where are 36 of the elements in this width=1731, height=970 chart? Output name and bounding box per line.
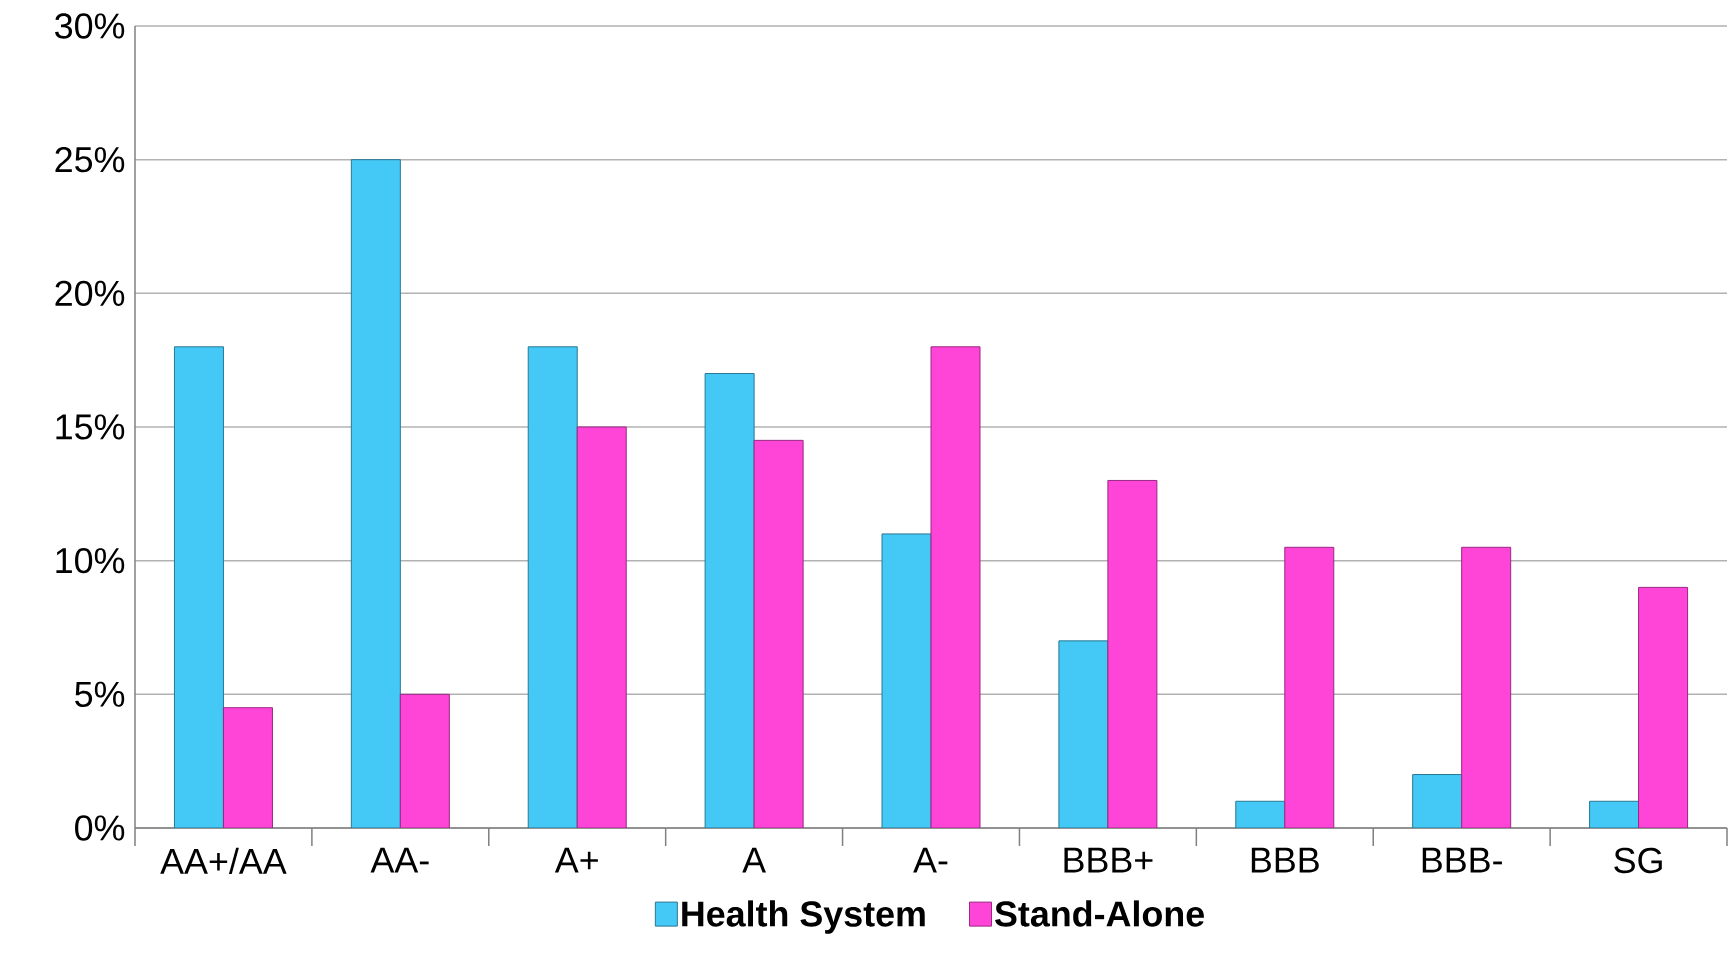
x-tick-label: A+ xyxy=(554,847,598,873)
x-tick-label: A xyxy=(742,847,766,873)
x-tick-label: BBB+ xyxy=(1064,847,1153,873)
x-tick-label: BBB xyxy=(1251,847,1319,873)
bar xyxy=(1284,546,1335,828)
bar xyxy=(399,693,450,828)
y-tick-label: 10% xyxy=(56,547,125,574)
bar xyxy=(576,426,627,828)
bar xyxy=(1107,479,1158,828)
bar xyxy=(1461,546,1512,828)
y-tick-label: 25% xyxy=(55,146,125,173)
y-tick-label: 5% xyxy=(75,681,125,707)
x-tick-label: A- xyxy=(913,847,948,873)
bar xyxy=(1058,640,1109,828)
y-tick-label: 0% xyxy=(75,815,125,841)
bar xyxy=(350,159,401,828)
y-tick-label: 15% xyxy=(56,414,125,440)
y-tick-label: 30% xyxy=(55,13,125,39)
bar xyxy=(1235,800,1286,828)
legend-label: Health System xyxy=(682,900,925,934)
legend-label: Stand-Alone xyxy=(995,900,1204,927)
bar xyxy=(881,533,932,828)
x-tick-label: SG xyxy=(1614,847,1662,874)
bar xyxy=(704,373,755,828)
x-tick-label: AA- xyxy=(370,847,429,873)
bar xyxy=(753,439,804,828)
bar xyxy=(527,346,578,828)
y-tick-label: 20% xyxy=(55,280,125,307)
bar xyxy=(173,346,224,828)
bar xyxy=(930,346,981,828)
x-tick-label: AA+/AA xyxy=(160,847,287,875)
bar xyxy=(1589,800,1640,828)
x-tick-label: BBB- xyxy=(1422,847,1502,873)
bar xyxy=(1412,774,1463,828)
bar xyxy=(222,707,273,828)
bar xyxy=(1638,586,1689,828)
